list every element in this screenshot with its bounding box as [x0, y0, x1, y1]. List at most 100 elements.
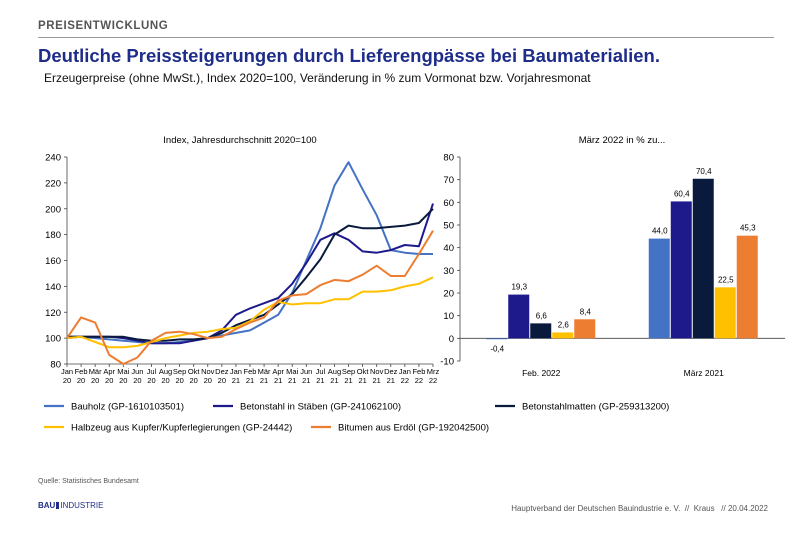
line-chart-title: Index, Jahresdurchschnitt 2020=100 — [163, 135, 316, 146]
footer-credits: Hauptverband der Deutschen Bauindustrie … — [511, 504, 768, 513]
page-title: Deutliche Preissteigerungen durch Liefer… — [38, 45, 660, 66]
line-x-tick-label-year: 20 — [105, 376, 113, 385]
logo-thin-text: INDUSTRIE — [60, 501, 104, 510]
line-x-tick-label-month: Okt — [188, 367, 201, 376]
line-y-tick-label: 160 — [45, 256, 61, 267]
line-series-1 — [67, 203, 434, 345]
line-x-tick-label-year: 20 — [218, 376, 226, 385]
line-x-tick-label-year: 21 — [288, 376, 296, 385]
line-x-tick-label-month: Mai — [286, 367, 298, 376]
line-y-tick-label: 120 — [45, 308, 61, 319]
line-x-tick-label-month: Aug — [328, 367, 341, 376]
bar-y-tick-label: 60 — [443, 198, 454, 209]
line-x-tick-label-month: Sep — [342, 367, 355, 376]
line-x-tick-label-year: 21 — [274, 376, 282, 385]
line-x-tick-label-month: Mai — [117, 367, 129, 376]
source-note: Quelle: Statistisches Bundesamt — [38, 478, 139, 485]
line-x-tick-label-month: Jul — [147, 367, 157, 376]
line-y-tick-label: 100 — [45, 334, 61, 345]
legend-label-3: Halbzeug aus Kupfer/Kupferlegierungen (G… — [71, 423, 292, 434]
line-x-tick-label-month: Mär — [89, 367, 102, 376]
footer-sep-2: // — [714, 504, 728, 513]
line-x-tick-label-month: Feb — [412, 367, 425, 376]
bauindustrie-logo: BAU INDUSTRIE — [38, 501, 103, 510]
line-x-tick-label-year: 21 — [246, 376, 254, 385]
line-x-tick-label-month: Dez — [215, 367, 229, 376]
section-label: PREISENTWICKLUNG — [38, 20, 169, 32]
line-x-tick-label-month: Okt — [357, 367, 370, 376]
header-rule — [38, 37, 774, 38]
bar-y-tick-label: 20 — [443, 289, 454, 300]
bar-y-tick-label: 10 — [443, 311, 454, 322]
bar-y-tick-label: 40 — [443, 243, 454, 254]
line-series-3 — [66, 276, 434, 349]
line-x-tick-label-month: Mrz — [427, 367, 440, 376]
line-x-tick-label-year: 20 — [77, 376, 85, 385]
line-x-tick-label-year: 20 — [63, 376, 71, 385]
line-series-2 — [67, 208, 434, 342]
bar-y-tick-label: 30 — [443, 266, 454, 277]
line-x-tick-label-year: 21 — [387, 376, 395, 385]
line-x-tick-label-month: Mär — [258, 367, 271, 376]
line-x-tick-label-month: Jun — [300, 367, 312, 376]
line-series-0 — [66, 161, 433, 345]
bar-value-label: 19,3 — [511, 283, 527, 292]
line-x-tick-label-month: Jan — [61, 367, 73, 376]
line-x-tick-label-month: Jul — [316, 367, 326, 376]
line-x-tick-label-year: 20 — [91, 376, 99, 385]
line-x-tick-label-year: 21 — [302, 376, 310, 385]
legend-label-0: Bauholz (GP-1610103501) — [71, 402, 184, 413]
line-x-tick-label-month: Dez — [384, 367, 398, 376]
line-x-tick-label-year: 21 — [373, 376, 381, 385]
line-x-tick-label-month: Feb — [75, 367, 88, 376]
footer-sep-1: // — [680, 504, 694, 513]
line-x-tick-label-year: 21 — [260, 376, 268, 385]
line-x-tick-label-month: Apr — [272, 367, 284, 376]
line-x-tick-label-year: 20 — [133, 376, 141, 385]
bar-y-tick-label: 80 — [443, 153, 454, 164]
bar-y-tick-label: 0 — [449, 334, 454, 345]
bar-1-1 — [670, 201, 692, 339]
bar-value-label: -0,4 — [490, 344, 504, 353]
line-x-tick-label-month: Sep — [173, 367, 186, 376]
bar-0-0 — [486, 338, 508, 340]
line-x-tick-label-year: 20 — [190, 376, 198, 385]
bar-value-label: 45,3 — [740, 224, 756, 233]
line-y-tick-label: 140 — [45, 282, 61, 293]
bar-value-label: 44,0 — [652, 227, 668, 236]
line-x-tick-label-year: 21 — [344, 376, 352, 385]
line-x-tick-label-month: Apr — [103, 367, 115, 376]
bar-y-tick-label: 70 — [443, 175, 454, 186]
line-x-tick-label-year: 22 — [401, 376, 409, 385]
line-x-tick-label-month: Jan — [230, 367, 242, 376]
line-y-tick-label: 200 — [45, 204, 61, 215]
bar-4-0 — [574, 319, 596, 339]
line-x-tick-label-year: 21 — [316, 376, 324, 385]
bar-4-1 — [736, 235, 758, 339]
logo-bold-text: BAU — [38, 501, 56, 510]
line-y-tick-label: 80 — [50, 360, 61, 371]
bar-value-label: 2,6 — [558, 320, 570, 329]
legend-label-4: Bitumen aus Erdöl (GP-192042500) — [338, 423, 489, 434]
line-x-tick-label-month: Jun — [131, 367, 143, 376]
footer-org: Hauptverband der Deutschen Bauindustrie … — [511, 504, 681, 513]
bar-2-0 — [530, 323, 552, 339]
line-x-tick-label-year: 22 — [429, 376, 437, 385]
line-x-tick-label-year: 20 — [204, 376, 212, 385]
line-x-tick-label-year: 20 — [119, 376, 127, 385]
bar-category-label: März 2021 — [684, 368, 724, 378]
bar-y-tick-label: -10 — [440, 357, 454, 368]
line-y-tick-label: 220 — [45, 178, 61, 189]
bar-y-tick-label: 50 — [443, 221, 454, 232]
bar-3-1 — [714, 287, 736, 339]
line-x-tick-label-year: 21 — [330, 376, 338, 385]
legend-label-1: Betonstahl in Stäben (GP-241062100) — [240, 402, 401, 413]
bar-value-label: 22,5 — [718, 275, 734, 284]
line-x-tick-label-year: 20 — [175, 376, 183, 385]
line-x-tick-label-month: Feb — [244, 367, 257, 376]
line-x-tick-label-year: 21 — [232, 376, 240, 385]
footer-date: 20.04.2022 — [727, 504, 768, 513]
line-x-tick-label-year: 20 — [147, 376, 155, 385]
bar-0-1 — [648, 238, 670, 339]
line-x-tick-label-year: 22 — [415, 376, 423, 385]
